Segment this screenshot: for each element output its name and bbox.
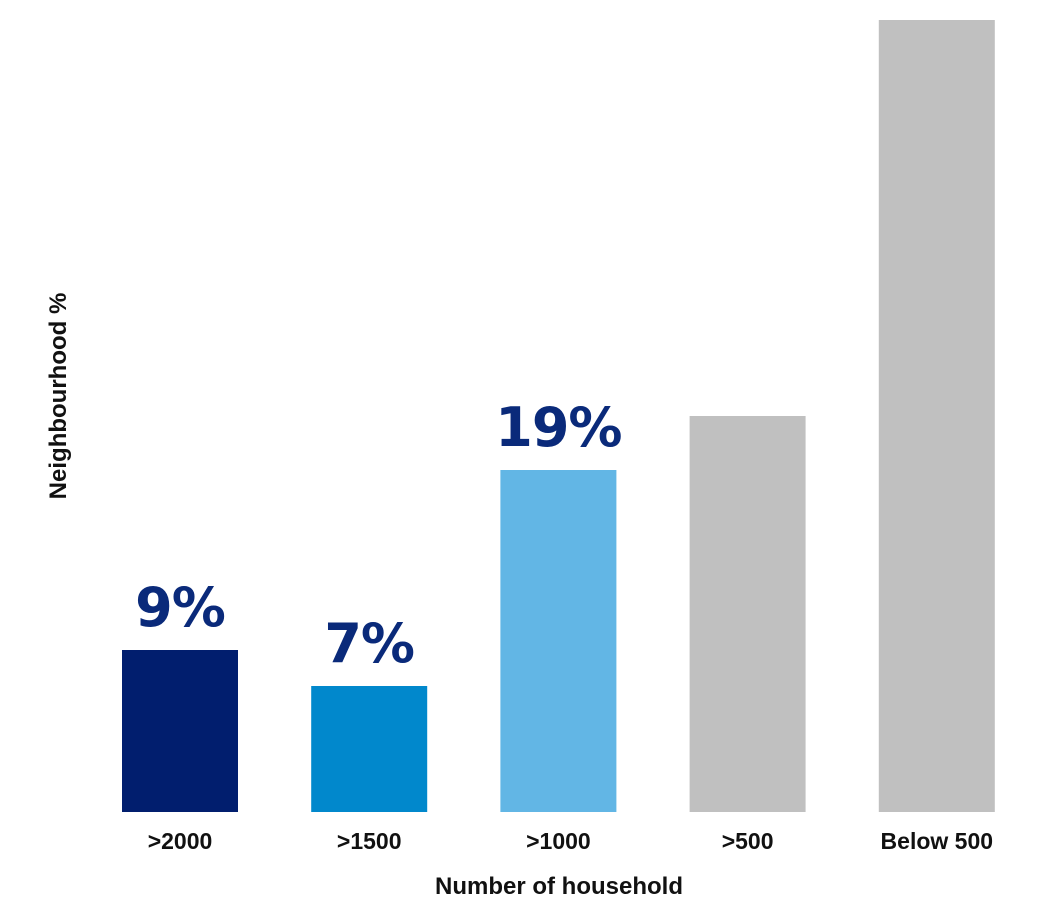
data-label-3: 19% xyxy=(495,396,621,459)
data-label-1: 9% xyxy=(135,576,225,639)
x-tick-labels: >2000 >1500 >1000 >500 Below 500 xyxy=(148,828,993,854)
x-tick-label-3: >1000 xyxy=(526,828,591,854)
x-tick-label-1: >2000 xyxy=(148,828,213,854)
x-tick-label-4: >500 xyxy=(722,828,774,854)
y-axis-title: Neighbourhood % xyxy=(45,293,72,500)
data-labels: 9% 7% 19% xyxy=(135,396,622,675)
data-label-2: 7% xyxy=(324,612,414,675)
bar-4 xyxy=(689,416,806,812)
x-tick-label-2: >1500 xyxy=(337,828,402,854)
bar-1 xyxy=(122,650,238,812)
bar-3 xyxy=(500,470,617,812)
x-tick-label-5: Below 500 xyxy=(881,828,994,854)
x-axis-title: Number of household xyxy=(435,873,683,900)
bars xyxy=(122,20,995,812)
bar-5 xyxy=(878,20,995,812)
bar-2 xyxy=(311,686,428,812)
